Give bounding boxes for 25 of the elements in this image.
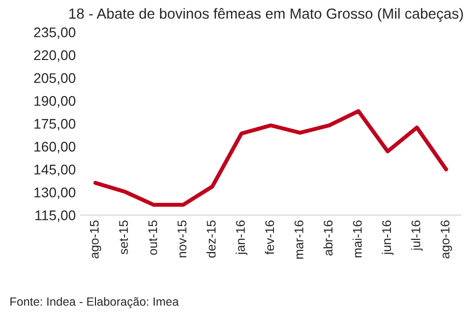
x-tick-label: dez-15 bbox=[206, 220, 216, 258]
y-tick-label: 175,00 bbox=[34, 118, 76, 130]
y-tick-label: 220,00 bbox=[34, 50, 76, 62]
x-tick-label: fev-16 bbox=[264, 220, 274, 254]
y-tick-label: 160,00 bbox=[34, 142, 76, 154]
source-note: Fonte: Indea - Elaboração: Imea bbox=[10, 297, 179, 308]
line-series bbox=[93, 109, 448, 207]
x-tick-label: ago-16 bbox=[440, 220, 452, 258]
chart-title: 18 - Abate de bovinos fêmeas em Mato Grosso (Mil cabeças) bbox=[69, 8, 463, 22]
x-tick-label: mar-16 bbox=[294, 220, 304, 259]
x-tick-label: jun-16 bbox=[382, 220, 394, 255]
y-tick-label: 145,00 bbox=[34, 164, 76, 176]
y-tick-label: 190,00 bbox=[34, 96, 76, 108]
x-tick-label: mai-16 bbox=[352, 220, 362, 258]
x-tick-label: out-15 bbox=[148, 220, 158, 255]
y-tick-label: 130,00 bbox=[34, 188, 76, 200]
x-tick-label: ago-15 bbox=[90, 220, 102, 258]
x-tick-label: set-15 bbox=[119, 220, 128, 254]
y-tick-label: 235,00 bbox=[34, 27, 76, 39]
x-tick-label: abr-16 bbox=[323, 220, 333, 256]
y-tick-label: 205,00 bbox=[34, 73, 76, 85]
x-tick-label: jan-16 bbox=[236, 220, 248, 255]
y-tick-label: 115,00 bbox=[35, 210, 76, 222]
x-tick-label: jul-16 bbox=[411, 220, 423, 251]
x-tick-label: nov-15 bbox=[178, 220, 186, 258]
